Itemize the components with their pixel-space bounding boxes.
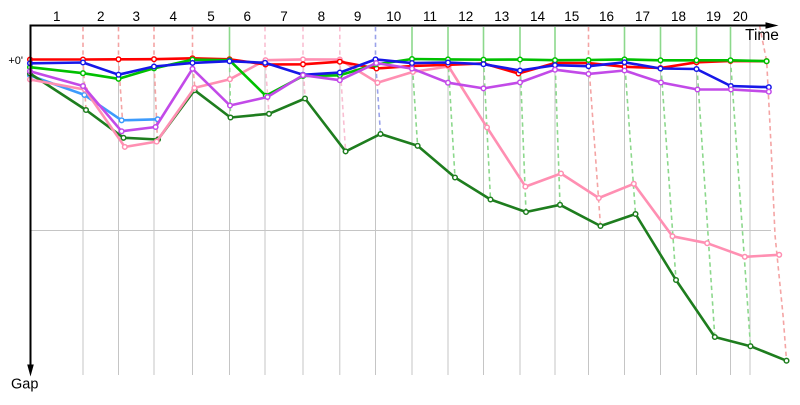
svg-text:18: 18 bbox=[671, 9, 686, 24]
svg-text:3: 3 bbox=[132, 9, 140, 24]
svg-text:4: 4 bbox=[169, 9, 177, 24]
svg-text:6: 6 bbox=[243, 9, 251, 24]
svg-text:15: 15 bbox=[564, 9, 579, 24]
svg-text:Time: Time bbox=[745, 27, 779, 44]
svg-text:Gap: Gap bbox=[11, 377, 38, 393]
svg-text:19: 19 bbox=[706, 9, 721, 24]
svg-text:20: 20 bbox=[733, 9, 748, 24]
svg-text:10: 10 bbox=[386, 9, 401, 24]
svg-text:11: 11 bbox=[423, 9, 437, 24]
svg-text:+0': +0' bbox=[8, 55, 23, 67]
svg-text:13: 13 bbox=[494, 9, 509, 24]
svg-text:8: 8 bbox=[318, 9, 326, 24]
svg-text:14: 14 bbox=[530, 9, 546, 24]
svg-text:1: 1 bbox=[53, 9, 61, 24]
svg-text:16: 16 bbox=[599, 9, 614, 24]
svg-text:2: 2 bbox=[97, 9, 105, 24]
svg-text:17: 17 bbox=[635, 9, 650, 24]
svg-text:12: 12 bbox=[458, 9, 473, 24]
svg-text:7: 7 bbox=[280, 9, 288, 24]
svg-text:5: 5 bbox=[207, 9, 215, 24]
svg-text:9: 9 bbox=[354, 9, 362, 24]
